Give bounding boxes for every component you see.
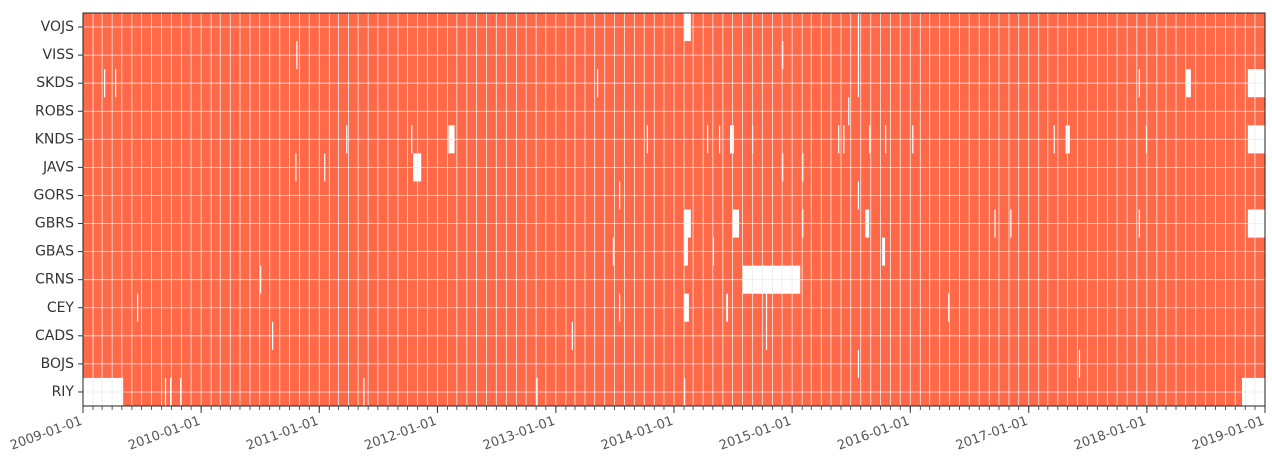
y-tick-label: GORS [34, 187, 75, 203]
y-tick-label: ROBS [35, 103, 74, 119]
x-tick-label: 2009-01-01 [8, 414, 84, 454]
x-tick-label: 2014-01-01 [599, 414, 675, 454]
y-tick-label: CEY [47, 300, 75, 316]
y-tick-label: CRNS [35, 272, 74, 288]
x-tick-label: 2010-01-01 [126, 414, 202, 454]
y-tick-label: CADS [35, 328, 74, 344]
x-tick-label: 2013-01-01 [481, 414, 557, 454]
y-tick-label: JAVS [42, 159, 74, 175]
y-tick-label: GBAS [35, 244, 74, 260]
x-tick-label: 2012-01-01 [363, 414, 439, 454]
x-tick-label: 2015-01-01 [717, 414, 793, 454]
y-tick-label: KNDS [35, 131, 74, 147]
y-tick-label: RIY [52, 384, 75, 400]
x-tick-label: 2017-01-01 [954, 414, 1030, 454]
y-tick-label: SKDS [36, 75, 74, 91]
y-tick-label: BOJS [41, 356, 75, 372]
x-tick-label: 2016-01-01 [836, 414, 912, 454]
plot-frame [82, 12, 1266, 407]
x-tick-label: 2011-01-01 [245, 414, 321, 454]
x-tick-label: 2018-01-01 [1072, 414, 1148, 454]
y-tick-label: VISS [43, 47, 75, 63]
x-tick-label: 2019-01-01 [1190, 414, 1266, 454]
y-tick-label: GBRS [35, 216, 74, 232]
y-tick-label: VOJS [41, 19, 74, 35]
